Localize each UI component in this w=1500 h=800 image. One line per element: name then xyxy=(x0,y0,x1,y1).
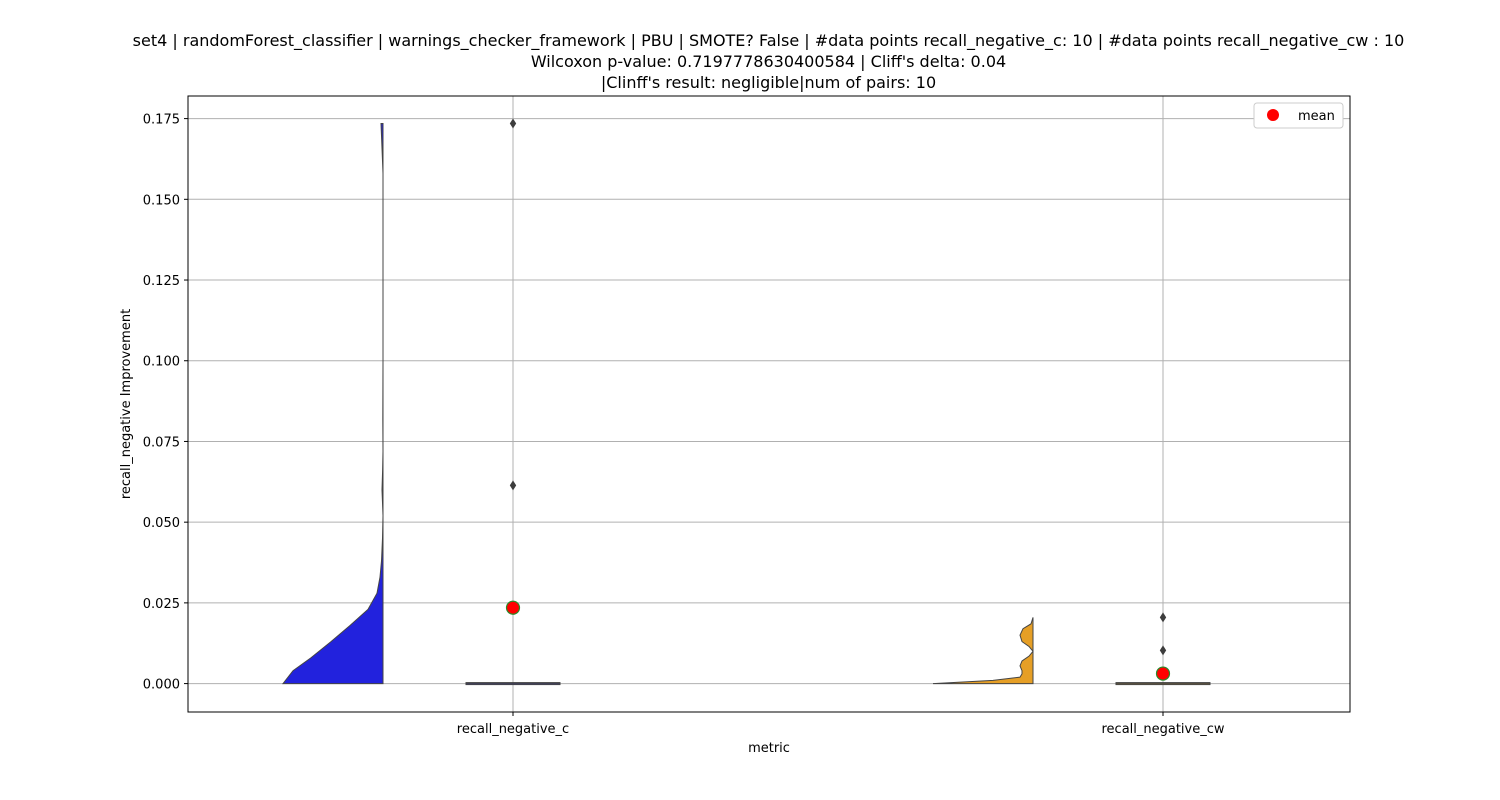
legend-mean-marker xyxy=(1267,109,1279,121)
y-tick-label: 0.175 xyxy=(143,113,180,128)
y-tick-label: 0.075 xyxy=(143,435,180,450)
box-plots xyxy=(465,682,1211,686)
violin-recall_negative_c xyxy=(281,122,384,685)
chart-title-line-2: Wilcoxon p-value: 0.7197778630400584 | C… xyxy=(530,52,1007,71)
chart-title-line-1: set4 | randomForest_classifier | warning… xyxy=(132,31,1405,50)
mean-marker-recall_negative_cw xyxy=(1155,666,1171,681)
legend: mean xyxy=(1253,102,1344,129)
violin-recall_negative_cw xyxy=(932,617,1034,685)
outlier-points xyxy=(509,118,1167,656)
mean-markers xyxy=(505,600,1171,681)
outlier-point xyxy=(509,118,517,129)
y-tick-label: 0.100 xyxy=(143,355,180,370)
plot-frame xyxy=(187,95,1351,713)
outlier-point xyxy=(1159,645,1167,656)
chart-title-line-3: |Clinff's result: negligible|num of pair… xyxy=(600,73,937,92)
legend-mean-label: mean xyxy=(1298,109,1335,124)
y-tick-label: 0.025 xyxy=(143,597,180,612)
outlier-point xyxy=(509,480,517,491)
y-tick-label: 0.125 xyxy=(143,274,180,289)
axes: 0.000 0.025 0.050 0.075 0.100 0.125 0.150 0.175… xyxy=(143,113,1225,737)
legend-box xyxy=(1253,102,1344,129)
x-tick-label: recall_negative_c xyxy=(457,722,569,737)
chart-title: set4 | randomForest_classifier | warning… xyxy=(0,30,1500,93)
outlier-point xyxy=(1159,612,1167,623)
x-axis-label: metric xyxy=(748,741,790,756)
y-tick-label: 0.150 xyxy=(143,193,180,208)
y-axis-label: recall_negative Improvement xyxy=(119,309,134,499)
x-tick-label: recall_negative_cw xyxy=(1101,722,1224,737)
mean-marker-recall_negative_c xyxy=(505,600,521,615)
y-tick-label: 0.050 xyxy=(143,516,180,531)
y-tick-label: 0.000 xyxy=(143,678,180,693)
violins xyxy=(281,122,1034,685)
